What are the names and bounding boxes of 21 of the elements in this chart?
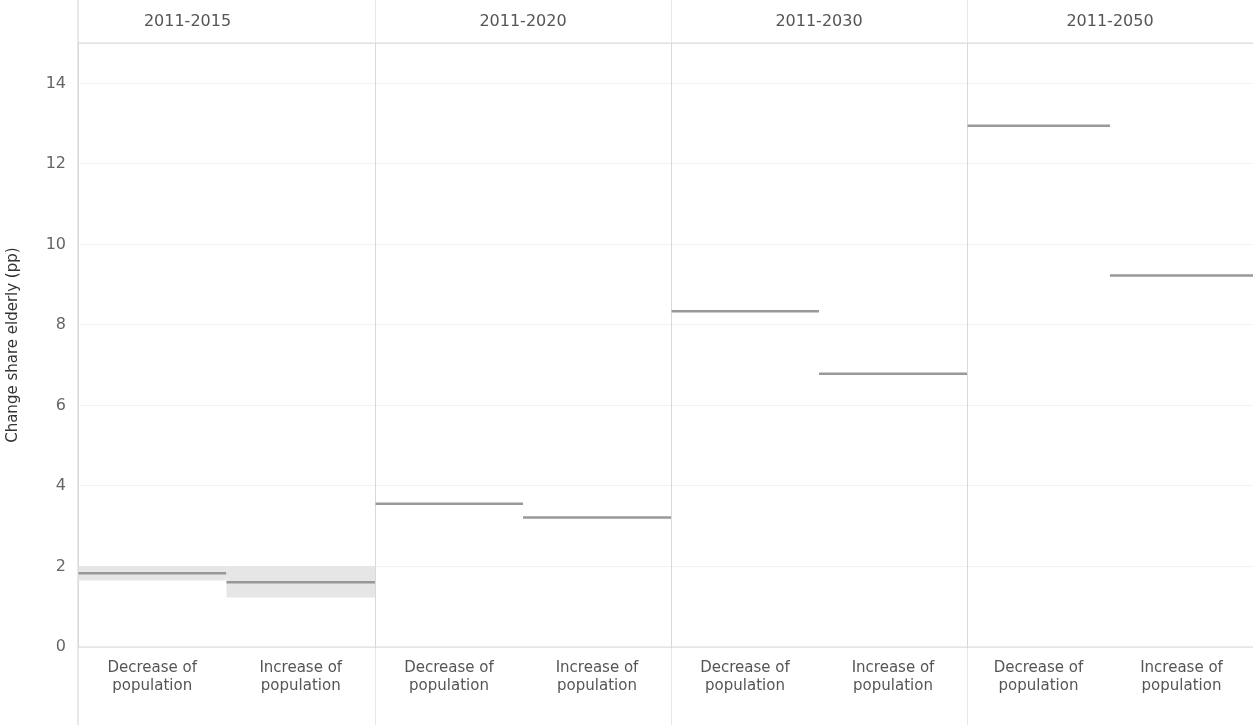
chart-title: 2011-2030 [775, 10, 863, 30]
y-tick-label: 10 [45, 233, 66, 253]
x-tick-label: Increase of population [555, 657, 640, 694]
y-tick-label: 12 [45, 153, 66, 173]
x-tick-label: Decrease of population [993, 657, 1084, 694]
chart-title: 2011-2050 [1066, 10, 1154, 30]
x-tick-label: Decrease of population [107, 657, 198, 694]
x-tick-label: Decrease of population [404, 657, 495, 694]
y-axis-title: Change share elderly (pp) [2, 247, 21, 443]
chart-title: 2011-2015 [143, 10, 232, 30]
y-tick-label: 4 [55, 475, 66, 495]
y-tick-label: 8 [55, 314, 66, 334]
y-tick-label: 14 [45, 72, 66, 92]
x-tick-label: Increase of population [1140, 657, 1224, 694]
y-tick-label: 0 [55, 636, 66, 656]
x-tick-label: Increase of population [851, 657, 936, 694]
chart-title: 2011-2020 [479, 10, 567, 30]
x-tick-label: Decrease of population [700, 657, 791, 694]
y-tick-label: 6 [55, 394, 66, 414]
x-tick-label: Increase of population [259, 657, 343, 694]
y-tick-label: 2 [55, 555, 66, 575]
